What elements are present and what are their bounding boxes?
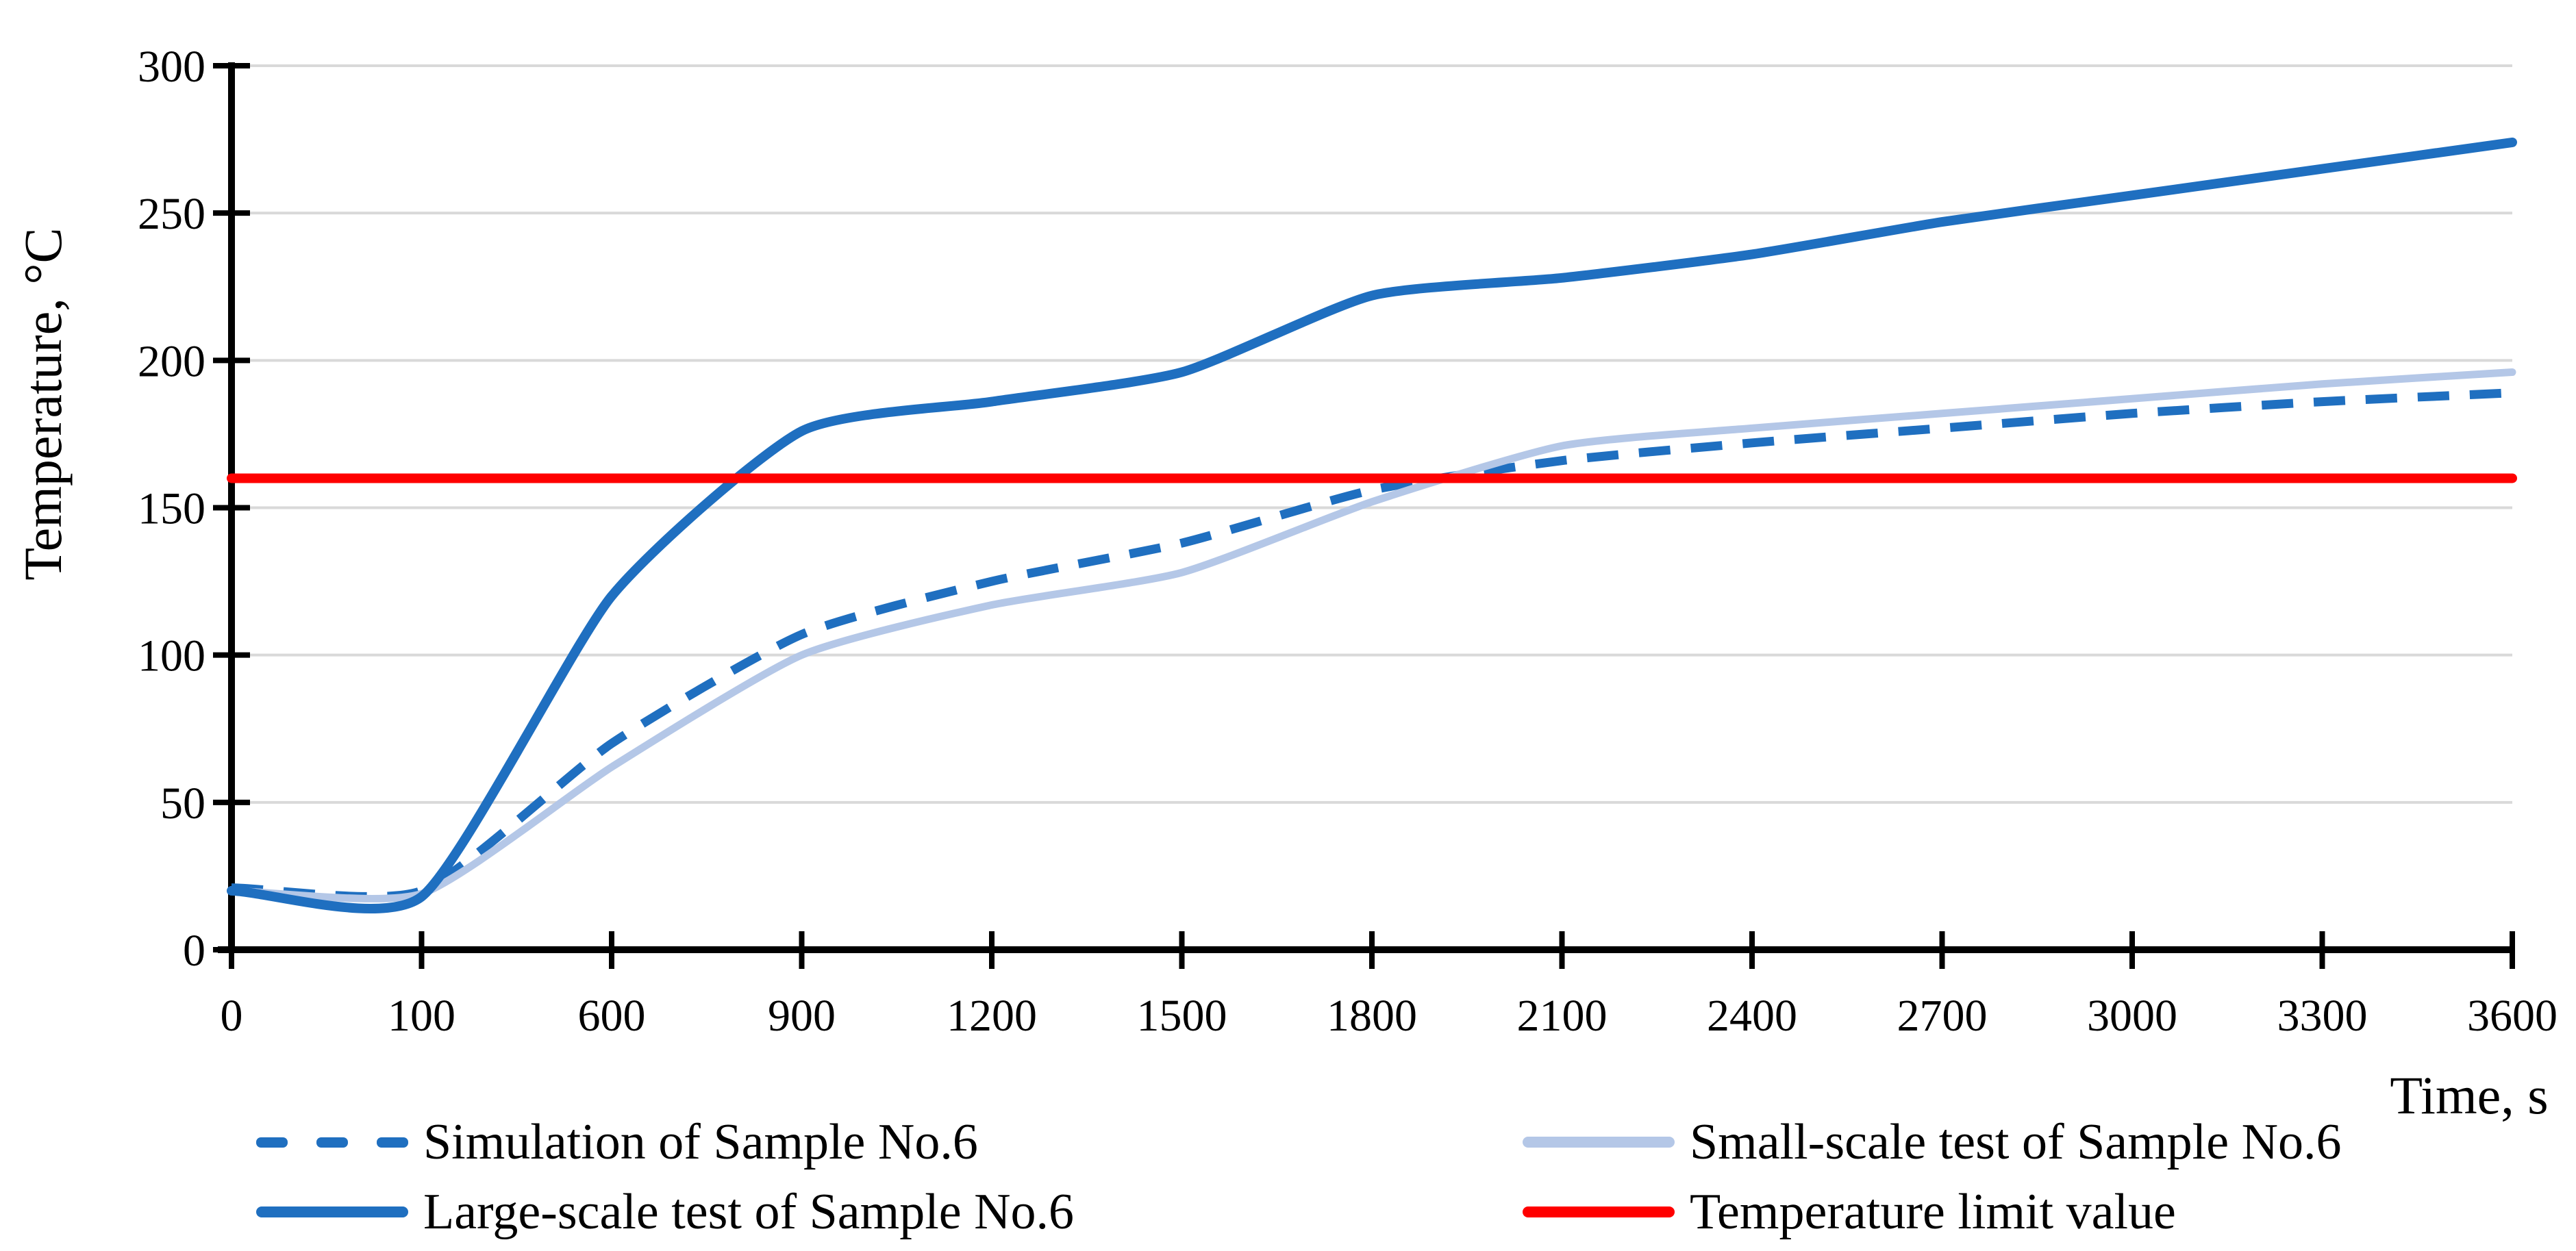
x-tick-label: 600: [578, 991, 646, 1041]
legend-label: Simulation of Sample No.6: [423, 1113, 978, 1170]
x-tick-label: 1200: [947, 991, 1037, 1041]
legend-item-temperature-limit: Temperature limit value: [1523, 1183, 2176, 1241]
y-tick-label: 150: [138, 484, 205, 534]
legend-item-small-scale: Small-scale test of Sample No.6: [1523, 1113, 2342, 1171]
legend-item-large-scale: Large-scale test of Sample No.6: [256, 1183, 1074, 1241]
series-line-small-scale-test-of-sample-no-6: [227, 368, 2516, 902]
x-tick-label: 0: [221, 991, 243, 1041]
x-tick-label: 3000: [2087, 991, 2177, 1041]
y-tick-label: 200: [138, 336, 205, 386]
x-tick-label: 100: [388, 991, 455, 1041]
legend-label: Small-scale test of Sample No.6: [1690, 1113, 2342, 1170]
series-line-large-scale-test-of-sample-no-6: [227, 137, 2517, 913]
x-tick-label: 2700: [1897, 991, 1988, 1041]
y-tick-label: 50: [160, 779, 205, 829]
y-tick-label: 100: [138, 631, 205, 681]
x-tick-label: 1500: [1137, 991, 1227, 1041]
series-line-simulation-of-sample-no-6: [231, 388, 2513, 901]
legend-line-solid-icon: [1523, 1206, 1675, 1217]
x-tick-label: 1800: [1327, 991, 1417, 1041]
x-tick-label: 2100: [1517, 991, 1608, 1041]
y-tick-label: 300: [138, 42, 205, 92]
x-tick-label: 2400: [1707, 991, 1797, 1041]
x-tick-label: 3300: [2277, 991, 2368, 1041]
y-tick-label: 0: [183, 926, 205, 976]
y-axis-title: Temperature, °C: [13, 227, 73, 581]
legend-line-solid-icon: [256, 1206, 408, 1217]
legend-label: Temperature limit value: [1690, 1183, 2176, 1240]
x-tick-label: 900: [768, 991, 836, 1041]
legend-item-simulation: Simulation of Sample No.6: [256, 1113, 978, 1171]
legend-line-solid-icon: [1523, 1137, 1675, 1148]
y-tick-label: 250: [138, 189, 205, 239]
x-axis-title: Time, s: [2390, 1065, 2549, 1125]
legend-label: Large-scale test of Sample No.6: [423, 1183, 1075, 1240]
legend-line-dashed-icon: [256, 1137, 408, 1148]
x-tick-label: 3600: [2467, 991, 2558, 1041]
